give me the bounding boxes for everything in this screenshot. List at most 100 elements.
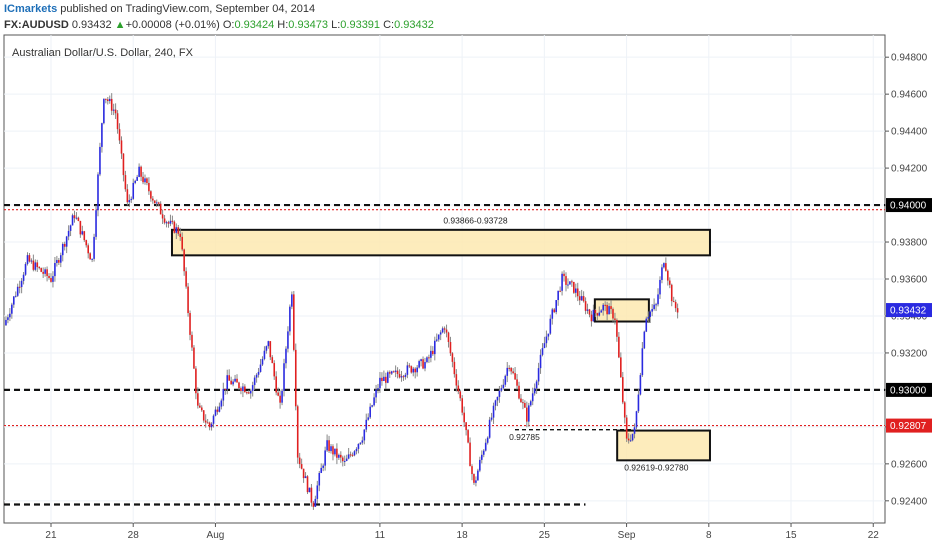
candle-up <box>265 346 268 351</box>
candle-down <box>576 288 579 297</box>
candle-up <box>561 273 563 291</box>
candle-down <box>625 417 628 439</box>
candle-down <box>465 422 467 431</box>
candle-down <box>670 284 673 302</box>
candle-down <box>63 243 66 247</box>
candle-up <box>54 262 56 277</box>
y-tick-label: 0.94600 <box>891 90 928 101</box>
candle-down <box>455 374 458 386</box>
candle-up <box>14 295 17 297</box>
candle-up <box>659 279 661 295</box>
candle-down <box>621 377 624 403</box>
candle-down <box>385 376 387 383</box>
candle-up <box>103 98 105 124</box>
y-tick-label: 0.94400 <box>891 127 928 138</box>
candle-down <box>140 166 142 177</box>
candle-up <box>439 332 442 335</box>
candle-up <box>134 180 136 183</box>
candle-up <box>285 348 287 364</box>
candle-down <box>522 402 524 404</box>
close-label: C: <box>383 19 395 31</box>
candle-down <box>582 296 585 302</box>
candle-up <box>651 309 653 312</box>
annotation-label: 0.93866-0.93728 <box>443 216 508 226</box>
candle-down <box>85 240 88 246</box>
last-price: 0.93432 <box>71 19 112 31</box>
candle-down <box>244 386 246 393</box>
candle-down <box>553 309 556 313</box>
candle-up <box>369 406 371 418</box>
candle-down <box>349 454 352 456</box>
candle-up <box>424 362 426 369</box>
candle-down <box>606 304 608 315</box>
y-tick-label: 0.92400 <box>891 496 928 507</box>
candle-down <box>216 409 219 412</box>
chart-title: Australian Dollar/U.S. Dollar, 240, FX <box>12 47 194 59</box>
candle-up <box>543 343 546 349</box>
candles <box>5 93 679 510</box>
candle-up <box>81 231 84 235</box>
candle-up <box>430 350 432 358</box>
candle-up <box>324 450 326 466</box>
candle-down <box>381 377 383 382</box>
candle-down <box>512 371 514 374</box>
candle-up <box>347 454 350 459</box>
candle-down <box>457 385 460 392</box>
candle-up <box>549 318 552 334</box>
candle-up <box>420 359 422 362</box>
price-label-box <box>886 382 932 397</box>
candle-down <box>228 375 230 381</box>
candle-down <box>200 407 203 411</box>
quote-line: FX:AUDUSD 0.93432 ▲+0.00008 (+0.01%) O:0… <box>4 19 434 31</box>
candle-down <box>422 359 424 369</box>
candle-up <box>289 306 291 332</box>
candle-up <box>383 376 385 382</box>
price-label-text: 0.94000 <box>890 201 927 212</box>
candle-up <box>569 281 571 285</box>
candle-up <box>574 288 577 293</box>
candle-up <box>257 371 260 375</box>
candle-up <box>361 440 364 443</box>
candle-up <box>629 440 632 442</box>
candle-up <box>527 405 530 422</box>
candle-down <box>408 365 411 367</box>
candle-down <box>332 446 334 455</box>
publisher-brand[interactable]: ICmarkets <box>4 3 58 15</box>
candle-up <box>598 312 601 316</box>
candle-down <box>191 334 193 348</box>
candle-up <box>490 417 493 420</box>
low-value: 0.93391 <box>340 19 381 31</box>
candle-up <box>494 400 497 406</box>
open-label: O: <box>222 19 235 31</box>
candle-down <box>32 260 35 270</box>
close-value: 0.93432 <box>394 19 434 31</box>
candle-down <box>510 367 512 372</box>
candle-up <box>355 448 358 452</box>
candle-down <box>392 371 395 373</box>
candle-up <box>59 255 62 263</box>
candle-down <box>163 218 166 223</box>
candle-down <box>89 253 91 260</box>
candle-down <box>451 353 454 362</box>
candle-up <box>531 393 534 402</box>
candle-up <box>529 401 532 406</box>
high-label: H: <box>277 19 289 31</box>
candle-up <box>404 374 407 377</box>
candle-up <box>316 485 319 499</box>
candle-down <box>269 341 272 358</box>
candle-up <box>22 274 25 281</box>
annotation-label: 0.92619-0.92780 <box>624 462 689 472</box>
candle-up <box>112 109 115 111</box>
candle-up <box>492 405 495 418</box>
supply-demand-zone <box>170 228 711 257</box>
candle-down <box>294 349 297 407</box>
candle-down <box>126 189 129 203</box>
candle-down <box>105 98 107 100</box>
candle-down <box>432 350 434 355</box>
candle-up <box>657 294 659 305</box>
candle-down <box>623 402 626 418</box>
candle-down <box>195 368 197 394</box>
candle-down <box>28 255 31 262</box>
candle-up <box>343 460 346 462</box>
